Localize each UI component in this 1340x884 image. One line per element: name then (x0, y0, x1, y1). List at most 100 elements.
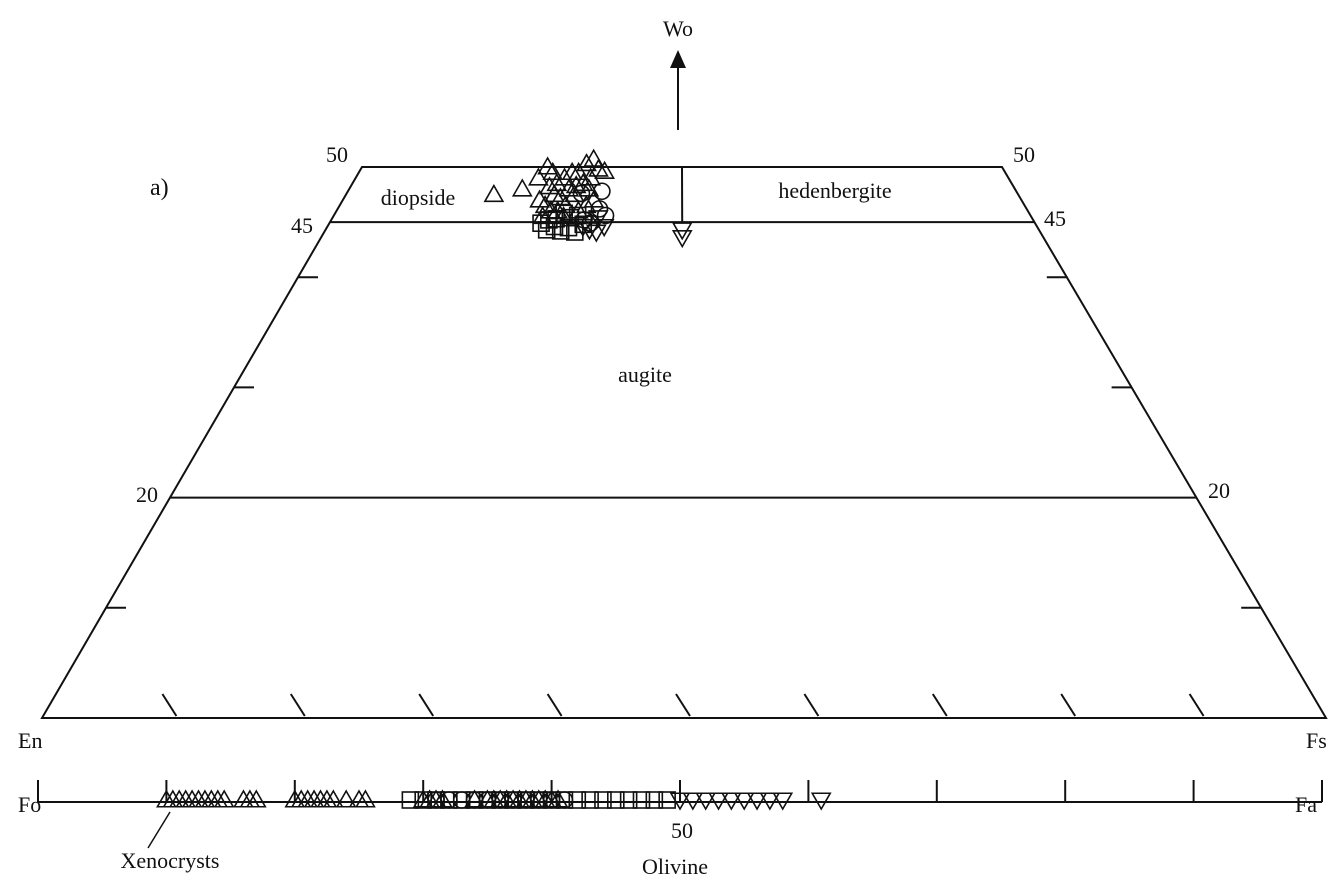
olivine-point-triangle-up-6 (194, 789, 216, 808)
olivine-point-square-17 (619, 791, 638, 809)
olivine-point-triangle-down-7 (759, 792, 781, 811)
olivine-point-circle-3 (465, 791, 484, 809)
data-point-triangle-up-23 (558, 178, 580, 197)
olivine-point-triangle-down-9 (810, 792, 832, 811)
base-tick-80 (1060, 693, 1077, 717)
olivine-ticks (37, 780, 1323, 802)
data-point-circle-1 (596, 206, 615, 225)
base-tick-70 (931, 693, 948, 717)
data-point-circle-5 (572, 184, 591, 203)
data-point-circle-0 (593, 182, 611, 201)
olivine-point-square-18 (632, 791, 651, 809)
pyroxene-quadrilateral: Wo a) En Fs diopside hedenbergite augite… (18, 16, 1328, 753)
side-ticks (106, 276, 1262, 609)
wo-tick-label-left-50: 50 (326, 142, 348, 167)
olivine-point-circle-4 (478, 791, 497, 809)
olivine-point-triangle-up-15 (297, 789, 319, 808)
data-point-triangle-up-5 (554, 167, 575, 186)
olivine-point-triangle-up-9 (213, 789, 235, 808)
olivine-point-triangle-up-11 (239, 789, 261, 808)
quadrilateral-outline (40, 166, 1328, 719)
olivine-point-triangle-up-8 (207, 789, 229, 808)
olivine-point-triangle-down-2 (695, 792, 717, 811)
data-point-triangle-up-27 (588, 158, 609, 177)
olivine-point-square-1 (414, 791, 433, 809)
wo-tick-label-left-45: 45 (291, 213, 313, 238)
data-point-triangle-up-12 (564, 183, 585, 203)
field-label-diopside: diopside (381, 185, 456, 210)
olivine-point-circle-8 (529, 791, 548, 809)
olivine-point-triangle-down-8 (772, 792, 794, 811)
data-point-triangle-up-14 (568, 161, 589, 181)
olivine-point-triangle-up-20 (335, 789, 357, 808)
fo-label: Fo (18, 792, 41, 817)
base-tick-40 (546, 693, 563, 717)
wo-tick-label-right-20: 20 (1208, 478, 1230, 503)
olivine-point-circle-0 (427, 791, 445, 809)
data-point-triangle-down-1 (671, 229, 693, 249)
wo-tick-label-right-45: 45 (1044, 206, 1066, 231)
data-point-triangle-up-25 (576, 153, 597, 172)
olivine-point-triangle-down-0 (669, 792, 691, 811)
olivine-tick-label-50: 50 (671, 818, 693, 843)
data-point-square-3 (559, 218, 578, 237)
data-point-triangle-down-5 (572, 218, 594, 238)
data-point-triangle-down-2 (593, 218, 615, 238)
data-point-triangle-up-0 (511, 178, 533, 197)
panel-label: a) (150, 175, 169, 201)
olivine-point-triangle-up-17 (310, 789, 331, 808)
olivine-point-triangle-up-26 (432, 789, 453, 808)
olivine-point-triangle-up-18 (316, 789, 338, 808)
base-tick-60 (803, 693, 820, 717)
olivine-point-triangle-up-10 (233, 789, 254, 808)
olivine-point-triangle-up-16 (303, 789, 325, 808)
olivine-point-square-0 (401, 791, 420, 809)
olivine-point-triangle-down-3 (708, 792, 729, 811)
olivine-point-triangle-down-6 (746, 792, 768, 811)
olivine-point-triangle-up-19 (322, 789, 344, 808)
data-point-triangle-up-31 (539, 176, 560, 195)
wo-tick-label-left-20: 20 (136, 482, 158, 507)
olivine-point-triangle-down-1 (682, 792, 704, 811)
field-label-augite: augite (618, 362, 672, 387)
data-point-triangle-up-15 (580, 167, 602, 186)
olivine-point-triangle-up-22 (355, 789, 376, 808)
olivine-point-triangle-up-5 (188, 789, 209, 808)
data-point-triangle-up-24 (483, 183, 505, 203)
olivine-point-square-15 (594, 791, 612, 809)
olivine-point-triangle-down-5 (733, 792, 755, 811)
wo-arrow-head (670, 50, 686, 68)
data-point-triangle-up-26 (583, 148, 605, 167)
olivine-point-square-19 (645, 791, 664, 809)
data-point-circle-4 (590, 200, 609, 218)
wo-tick-label-right-50: 50 (1013, 142, 1035, 167)
olivine-point-circle-2 (452, 791, 471, 809)
xenocrysts-annotation: Xenocrysts (121, 848, 220, 873)
olivine-point-circle-7 (517, 791, 535, 809)
olivine-point-circle-10 (555, 791, 574, 809)
data-point-triangle-down-6 (587, 210, 609, 229)
base-ticks (161, 693, 1205, 717)
wo-label: Wo (663, 16, 693, 41)
olivine-data-points (156, 789, 832, 811)
olivine-point-triangle-up-7 (200, 789, 222, 808)
olivine-point-triangle-down-4 (720, 792, 742, 811)
olivine-join: Fo Fa 50 Olivine Xenocrysts (18, 780, 1323, 879)
olivine-point-triangle-up-2 (168, 789, 190, 808)
en-label: En (18, 728, 42, 753)
base-tick-90 (1188, 693, 1205, 717)
data-point-triangle-up-3 (542, 161, 564, 181)
olivine-point-circle-9 (542, 791, 561, 809)
data-point-triangle-up-1 (528, 167, 549, 186)
data-point-triangle-up-28 (594, 160, 615, 179)
olivine-point-triangle-up-4 (181, 789, 203, 808)
xenocrysts-leader-line (147, 811, 171, 849)
olivine-point-triangle-up-21 (348, 789, 370, 808)
olivine-point-triangle-up-3 (175, 789, 197, 808)
base-tick-10 (161, 693, 178, 717)
olivine-point-circle-1 (440, 791, 458, 809)
olivine-point-circle-6 (504, 791, 522, 809)
olivine-point-square-13 (568, 791, 587, 809)
olivine-point-triangle-up-12 (245, 789, 267, 808)
